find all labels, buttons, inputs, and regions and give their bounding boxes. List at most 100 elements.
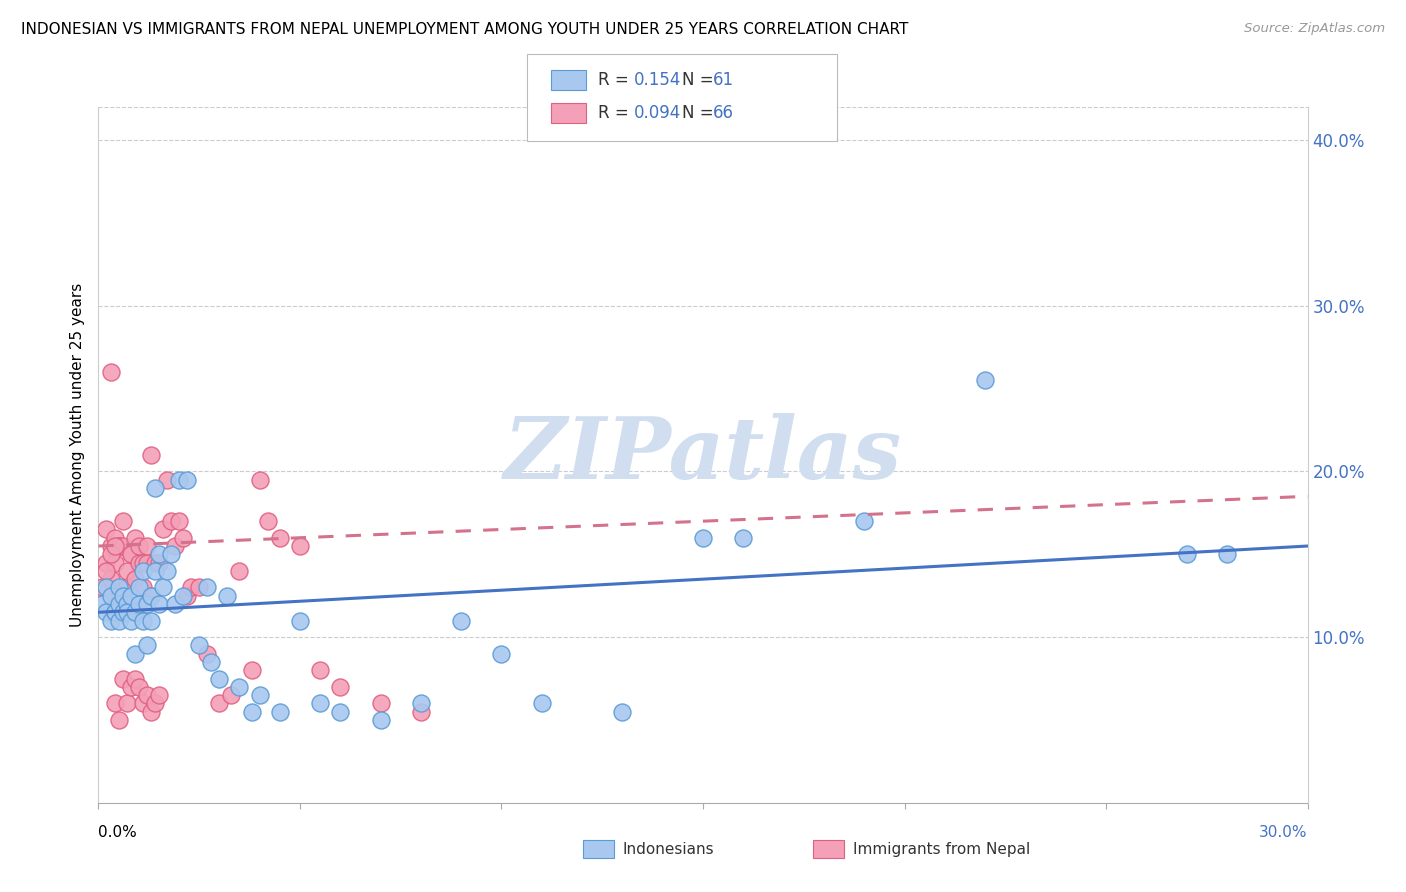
Point	[188, 639, 211, 653]
Point	[221, 688, 243, 702]
Point	[91, 581, 114, 595]
Point	[329, 680, 352, 694]
Point	[135, 639, 157, 653]
Point	[103, 605, 125, 619]
Point	[111, 514, 134, 528]
Point	[228, 564, 250, 578]
Point	[148, 597, 170, 611]
Point	[217, 589, 239, 603]
Point	[128, 680, 150, 694]
Text: 30.0%: 30.0%	[1260, 825, 1308, 840]
Point	[1216, 547, 1239, 561]
Point	[176, 473, 198, 487]
Point	[249, 688, 271, 702]
Point	[208, 697, 231, 711]
Point	[167, 473, 190, 487]
Point	[195, 581, 218, 595]
Point	[111, 672, 134, 686]
Point	[111, 605, 134, 619]
Text: N =: N =	[682, 71, 718, 89]
Point	[853, 514, 876, 528]
Point	[612, 705, 634, 719]
Point	[228, 680, 250, 694]
Point	[128, 539, 150, 553]
Point	[530, 697, 553, 711]
Text: 0.154: 0.154	[634, 71, 682, 89]
Point	[135, 688, 157, 702]
Point	[91, 597, 114, 611]
Point	[111, 589, 134, 603]
Point	[124, 605, 146, 619]
Point	[135, 539, 157, 553]
Point	[96, 605, 118, 619]
Point	[208, 672, 231, 686]
Point	[124, 531, 146, 545]
Point	[107, 589, 129, 603]
Point	[96, 581, 118, 595]
Text: Source: ZipAtlas.com: Source: ZipAtlas.com	[1244, 22, 1385, 36]
Point	[103, 556, 125, 570]
Point	[132, 556, 155, 570]
Point	[100, 614, 122, 628]
Point	[148, 547, 170, 561]
Point	[120, 614, 142, 628]
Point	[1175, 547, 1198, 561]
Y-axis label: Unemployment Among Youth under 25 years: Unemployment Among Youth under 25 years	[70, 283, 86, 627]
Point	[100, 572, 122, 586]
Point	[135, 597, 157, 611]
Text: INDONESIAN VS IMMIGRANTS FROM NEPAL UNEMPLOYMENT AMONG YOUTH UNDER 25 YEARS CORR: INDONESIAN VS IMMIGRANTS FROM NEPAL UNEM…	[21, 22, 908, 37]
Point	[103, 605, 125, 619]
Point	[120, 547, 142, 561]
Point	[107, 597, 129, 611]
Point	[115, 581, 138, 595]
Point	[115, 564, 138, 578]
Point	[143, 564, 166, 578]
Point	[240, 663, 263, 677]
Text: 0.0%: 0.0%	[98, 825, 138, 840]
Point	[132, 564, 155, 578]
Text: Immigrants from Nepal: Immigrants from Nepal	[853, 842, 1031, 856]
Point	[139, 705, 162, 719]
Point	[107, 539, 129, 553]
Point	[409, 705, 432, 719]
Point	[132, 581, 155, 595]
Text: Indonesians: Indonesians	[623, 842, 714, 856]
Point	[115, 697, 138, 711]
Text: 66: 66	[713, 104, 734, 122]
Text: N =: N =	[682, 104, 718, 122]
Point	[163, 539, 186, 553]
Point	[269, 705, 291, 719]
Point	[160, 547, 183, 561]
Point	[128, 556, 150, 570]
Point	[195, 647, 218, 661]
Point	[132, 697, 155, 711]
Point	[143, 697, 166, 711]
Text: R =: R =	[598, 71, 634, 89]
Point	[132, 614, 155, 628]
Point	[139, 589, 162, 603]
Point	[370, 713, 392, 727]
Point	[96, 564, 118, 578]
Point	[163, 597, 186, 611]
Point	[160, 514, 183, 528]
Point	[167, 514, 190, 528]
Point	[135, 556, 157, 570]
Point	[120, 589, 142, 603]
Point	[176, 589, 198, 603]
Text: ZIPatlas: ZIPatlas	[503, 413, 903, 497]
Point	[152, 523, 174, 537]
Point	[128, 581, 150, 595]
Point	[115, 605, 138, 619]
Point	[107, 713, 129, 727]
Point	[692, 531, 714, 545]
Point	[100, 365, 122, 379]
Point	[120, 680, 142, 694]
Point	[100, 547, 122, 561]
Point	[107, 581, 129, 595]
Point	[370, 697, 392, 711]
Point	[269, 531, 291, 545]
Point	[143, 481, 166, 495]
Point	[450, 614, 472, 628]
Point	[115, 597, 138, 611]
Point	[974, 373, 997, 387]
